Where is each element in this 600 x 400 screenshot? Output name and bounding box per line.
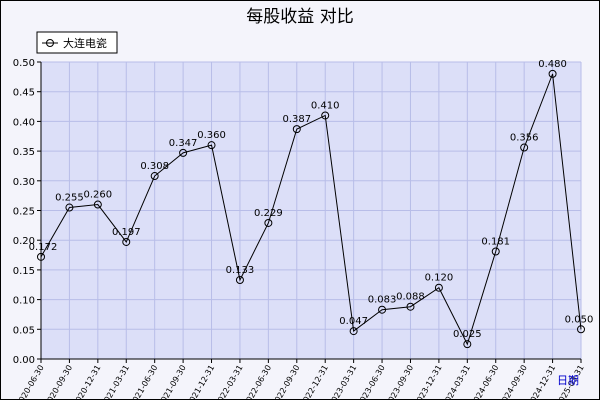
legend: 大连电瓷 (36, 31, 118, 54)
data-label: 0.308 (140, 161, 169, 172)
data-point (321, 111, 330, 120)
data-label: 0.360 (197, 130, 226, 141)
x-tick-label: 2022-12-31 (299, 364, 330, 400)
data-point (122, 237, 131, 246)
data-point (434, 283, 443, 292)
data-label: 0.120 (425, 273, 454, 284)
y-tick-label: 0.45 (13, 88, 35, 99)
data-label: 0.260 (84, 190, 113, 201)
x-tick-label: 2022-06-30 (242, 364, 273, 400)
data-point (93, 200, 102, 209)
data-label: 0.025 (453, 329, 482, 340)
data-point (406, 302, 415, 311)
y-tick-label: 0.30 (13, 177, 35, 188)
data-label: 0.347 (169, 138, 198, 149)
data-point (378, 305, 387, 314)
y-tick-label: 0.35 (13, 147, 35, 158)
data-label: 0.047 (339, 316, 368, 327)
grid-lines (40, 61, 582, 360)
data-point (491, 247, 500, 256)
data-label: 0.197 (112, 227, 141, 238)
x-tick-label: 2024-03-31 (441, 364, 472, 400)
data-point (150, 172, 159, 181)
x-tick-label: 2024-09-30 (498, 364, 529, 400)
x-tick-label: 2021-12-31 (185, 364, 216, 400)
x-tick-label: 2020-06-30 (15, 364, 46, 400)
x-tick-label: 2024-06-30 (469, 363, 500, 399)
x-tick-label: 2021-03-31 (100, 364, 131, 400)
y-tick-label: 0.05 (13, 325, 35, 336)
legend-box (36, 31, 118, 54)
data-label: 0.133 (226, 265, 255, 276)
data-point (65, 203, 74, 212)
legend-circle-marker (46, 39, 54, 47)
x-tick-label: 2022-03-31 (214, 364, 245, 400)
x-tick-label: 2024-12-31 (526, 364, 557, 400)
data-point (577, 325, 585, 334)
x-tick-label: 2023-09-30 (384, 364, 415, 400)
x-axis-label: 日期 (557, 374, 579, 387)
y-tick-label: 0.40 (13, 117, 35, 128)
data-label: 0.181 (481, 236, 510, 247)
x-tick-label: 2020-12-31 (72, 364, 103, 400)
data-point (179, 148, 188, 157)
x-tick-label: 2023-03-31 (327, 364, 358, 400)
x-tick-label: 2021-09-30 (157, 364, 188, 400)
data-point (292, 125, 301, 134)
data-point (349, 327, 358, 336)
data-label: 0.229 (254, 208, 283, 219)
data-point (37, 252, 45, 261)
data-label: 0.255 (55, 193, 84, 204)
data-label: 0.356 (510, 133, 539, 144)
y-tick-label: 0.25 (13, 207, 35, 218)
data-label: 0.172 (29, 242, 58, 253)
data-point (463, 340, 472, 349)
data-label: 0.050 (565, 314, 594, 325)
chart-title: 每股收益 对比 (246, 7, 353, 27)
y-tick-label: 0.50 (13, 58, 35, 69)
data-label: 0.387 (282, 114, 311, 125)
x-tick-label: 2020-09-30 (43, 364, 74, 400)
y-axis-ticks: 0.00 0.05 0.10 0.15 0.20 0.25 0.30 0.35 0.40 0.45… (13, 58, 41, 366)
data-label: 0.480 (538, 59, 567, 70)
data-point (207, 141, 216, 150)
y-tick-label: 0.00 (13, 355, 35, 366)
x-tick-label: 2023-06-30 (356, 364, 387, 400)
legend-series-label: 大连电瓷 (63, 36, 107, 50)
series-line (40, 73, 582, 346)
x-tick-label: 2021-06-30 (128, 364, 159, 400)
data-point (264, 218, 273, 227)
y-tick-label: 0.10 (13, 296, 35, 307)
x-tick-label: 2023-12-31 (413, 364, 444, 400)
x-tick-label: 2022-09-30 (270, 364, 301, 400)
data-label: 0.083 (368, 295, 397, 306)
y-tick-label: 0.15 (13, 266, 35, 277)
data-label: 0.088 (396, 292, 425, 303)
data-point (548, 69, 557, 78)
y-tick-label: 0.20 (13, 236, 35, 247)
data-point (235, 275, 244, 284)
data-point (520, 143, 529, 152)
data-label: 0.410 (311, 100, 340, 111)
x-axis-ticks: 2020-06-302020-09-302020-12-312021-03-31… (15, 359, 586, 399)
